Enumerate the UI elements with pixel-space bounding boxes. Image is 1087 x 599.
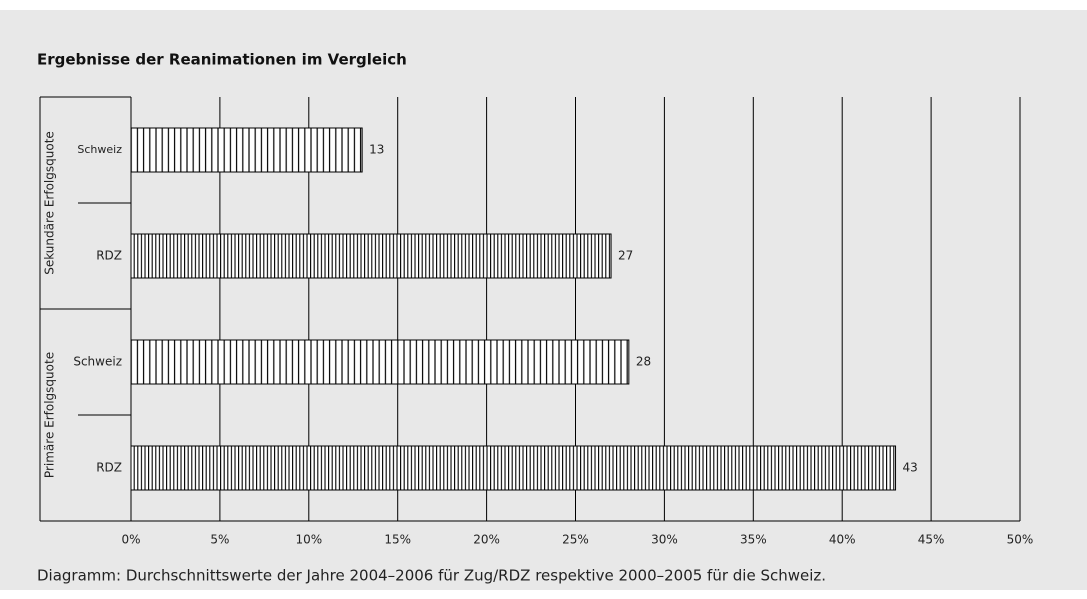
group-label: Primäre Erfolgsquote — [43, 352, 57, 478]
group-label: Sekundäre Erfolgsquote — [43, 131, 57, 275]
caption: Diagramm: Durchschnittswerte der Jahre 2… — [37, 567, 826, 585]
x-tick-label: 25% — [562, 533, 589, 547]
bar — [130, 339, 630, 385]
x-tick-label: 15% — [384, 533, 411, 547]
value-label: 27 — [618, 249, 633, 263]
x-tick-label: 20% — [473, 533, 500, 547]
x-tick-label: 40% — [829, 533, 856, 547]
value-label: 43 — [903, 461, 918, 475]
chart-title: Ergebnisse der Reanimationen im Vergleic… — [37, 51, 407, 69]
value-label: 13 — [369, 143, 384, 157]
x-tick-label: 45% — [918, 533, 945, 547]
x-tick-label: 10% — [295, 533, 322, 547]
bar — [130, 445, 897, 491]
bar — [130, 233, 612, 279]
panel — [0, 10, 1087, 590]
x-tick-label: 35% — [740, 533, 767, 547]
value-label: 28 — [636, 355, 651, 369]
x-tick-label: 0% — [121, 533, 140, 547]
y-tick-label: Schweiz — [77, 143, 122, 156]
x-tick-label: 30% — [651, 533, 678, 547]
y-tick-label: RDZ — [96, 461, 122, 475]
x-tick-label: 5% — [210, 533, 229, 547]
x-tick-label: 50% — [1007, 533, 1034, 547]
y-tick-label: Schweiz — [73, 355, 122, 369]
y-tick-label: RDZ — [96, 249, 122, 263]
bar — [130, 127, 363, 173]
